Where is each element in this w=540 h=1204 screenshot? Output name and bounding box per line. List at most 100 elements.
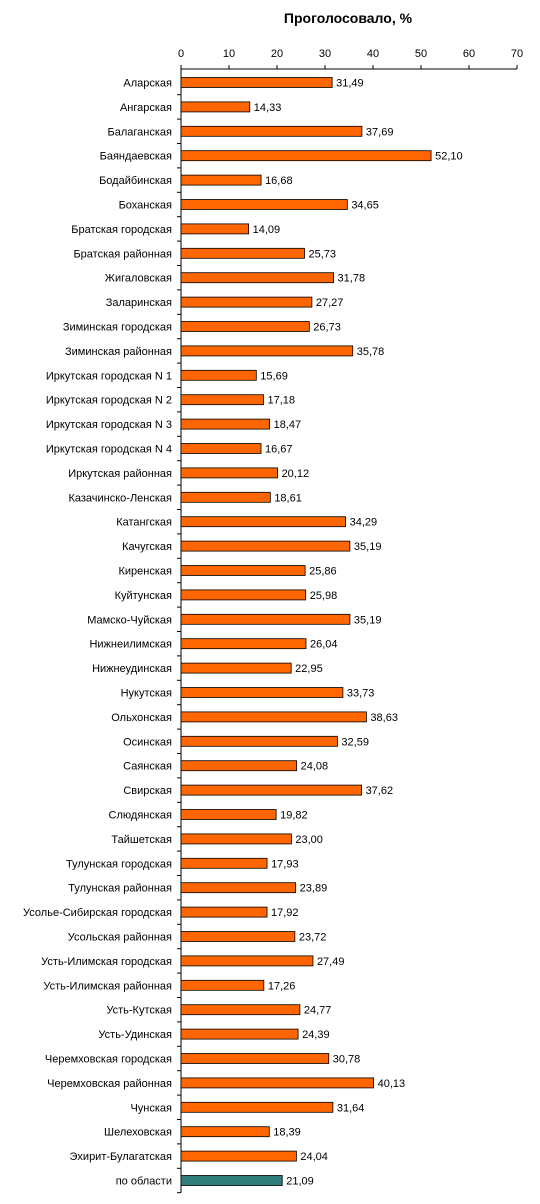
category-label: Боханская: [119, 200, 172, 212]
bar: [180, 1126, 270, 1138]
data-label: 31,78: [338, 273, 366, 285]
data-label: 24,04: [300, 1151, 328, 1163]
category-label: Аларская: [123, 78, 172, 90]
data-label: 35,78: [357, 346, 385, 358]
bar: [180, 369, 257, 381]
category-label: Чунская: [130, 1102, 172, 1114]
category-label: Ольхонская: [111, 712, 172, 724]
data-label: 17,92: [271, 907, 299, 919]
data-label: 14,33: [254, 102, 282, 114]
data-label: 15,69: [260, 370, 288, 382]
data-label: 25,73: [309, 248, 337, 260]
bar: [180, 77, 333, 88]
data-label: 40,13: [378, 1078, 406, 1090]
x-tick-label: 40: [367, 48, 379, 60]
category-label: Слюдянская: [109, 810, 172, 822]
category-label: Усолье-Сибирская городская: [23, 907, 172, 919]
data-label: 37,62: [366, 785, 394, 797]
x-tick-label: 70: [511, 48, 523, 60]
bar: [180, 735, 338, 747]
data-label: 34,29: [350, 517, 378, 529]
chart-title: Проголосовало, %: [283, 10, 413, 26]
category-label: Осинская: [123, 736, 172, 748]
category-label: Усть-Илимская городская: [41, 956, 172, 968]
bar: [180, 247, 305, 259]
category-label: Иркутская городская N 3: [46, 419, 172, 431]
bar: [180, 1004, 301, 1016]
bar: [180, 150, 432, 162]
bar: [180, 784, 362, 796]
bar: [180, 1175, 283, 1186]
category-label: Зиминская городская: [63, 322, 172, 334]
data-label: 24,08: [301, 761, 329, 773]
category-label: Иркутская городская N 4: [46, 444, 172, 456]
x-tick-label: 10: [223, 48, 235, 60]
category-label: Иркутская районная: [68, 468, 172, 480]
bar: [180, 711, 367, 723]
category-label: Нижнеудинская: [92, 663, 172, 675]
data-label: 23,72: [299, 932, 327, 944]
bar: [180, 174, 262, 186]
category-label: Мамско-Чуйская: [87, 614, 172, 626]
bar: [180, 467, 278, 479]
x-tick-label: 30: [319, 48, 331, 60]
x-tick-label: 20: [271, 48, 283, 60]
category-label: Бодайбинская: [99, 175, 172, 187]
data-label: 31,64: [337, 1102, 365, 1114]
data-label: 35,19: [354, 541, 382, 553]
bar: [180, 1101, 334, 1113]
data-label: 14,09: [253, 224, 281, 236]
data-label: 26,73: [313, 322, 341, 334]
data-label: 23,89: [300, 883, 328, 895]
category-label: Нижнеилимская: [89, 639, 172, 651]
data-label: 35,19: [354, 614, 382, 626]
category-label: Черемховская районная: [47, 1078, 172, 1090]
bar: [180, 321, 310, 332]
bar: [180, 199, 348, 210]
bar: [180, 857, 268, 869]
bar: [180, 760, 297, 772]
category-label: Братская районная: [73, 248, 172, 260]
data-label: 18,47: [274, 419, 302, 431]
data-label: 18,61: [274, 492, 302, 504]
data-label: 16,67: [265, 444, 293, 456]
data-label: 19,82: [280, 810, 308, 822]
bar: [180, 101, 251, 113]
data-label: 25,86: [309, 566, 337, 578]
category-label: Нукутская: [121, 688, 172, 700]
bar: [180, 565, 306, 576]
bar: [180, 833, 292, 845]
bar: [180, 613, 351, 625]
category-label: Тайшетская: [111, 834, 172, 846]
bar: [180, 979, 265, 991]
bar: [180, 540, 351, 552]
bar: [180, 882, 297, 894]
bar: [180, 662, 292, 674]
data-label: 27,27: [316, 297, 344, 309]
category-label: Шелеховская: [104, 1127, 172, 1139]
bar: [180, 125, 363, 137]
category-label: Киренская: [119, 566, 173, 578]
data-label: 18,39: [273, 1127, 301, 1139]
category-label: Черемховская городская: [45, 1054, 172, 1066]
category-label: Свирская: [123, 785, 172, 797]
x-tick-label: 0: [178, 48, 184, 60]
category-label: Саянская: [123, 761, 172, 773]
category-label: Куйтунская: [115, 590, 172, 602]
data-label: 24,77: [304, 1005, 332, 1017]
category-label: Баяндаевская: [100, 151, 172, 163]
category-label: Казачинско-Ленская: [68, 492, 172, 504]
category-label: Усольская районная: [68, 932, 172, 944]
bar: [180, 638, 307, 650]
data-label: 16,68: [265, 175, 293, 187]
x-tick-label: 50: [415, 48, 427, 60]
category-label: Жигаловская: [105, 273, 172, 285]
category-label: Иркутская городская N 2: [46, 395, 172, 407]
bar: [180, 443, 262, 454]
category-label: Качугская: [122, 541, 172, 553]
bar: [180, 223, 250, 235]
category-label: по области: [116, 1176, 172, 1188]
bar: [180, 394, 264, 406]
bar: [180, 418, 271, 430]
category-label: Тулунская районная: [68, 883, 172, 895]
